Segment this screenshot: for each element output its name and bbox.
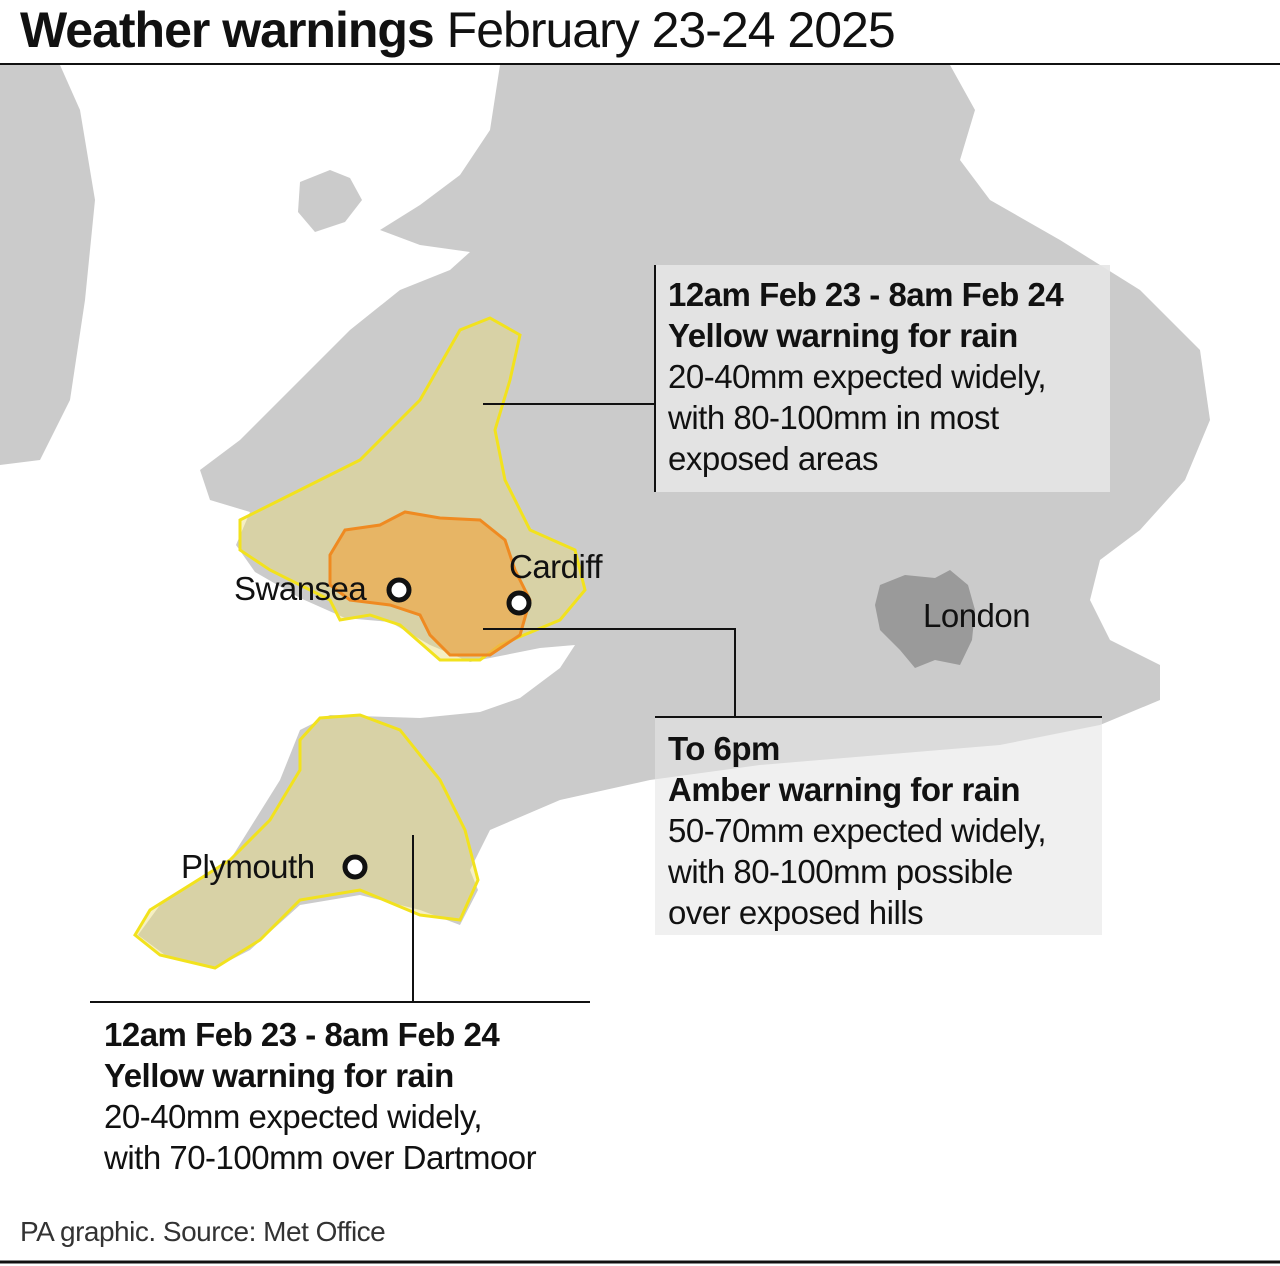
title-bold: Weather warnings [20,2,435,58]
warning-time: To 6pm [668,730,780,767]
warning-type: Amber warning for rain [668,771,1021,808]
warning-box-bg-1 [655,265,1110,492]
city-label-london: London [923,597,1031,634]
city-label-swansea: Swansea [234,570,367,607]
warning-label-wales-yellow: 12am Feb 23 - 8am Feb 24 Yellow warning … [668,274,1064,479]
warning-detail: with 80-100mm in most [668,399,999,436]
title-date: February 23-24 2025 [446,2,896,58]
page-title: Weather warnings February 23-24 2025 [20,0,896,60]
warning-detail: 20-40mm expected widely, [104,1098,483,1135]
plymouth-marker-icon [342,854,368,880]
city-label-cardiff: Cardiff [509,548,603,585]
warning-detail: 20-40mm expected widely, [668,358,1047,395]
warning-time: 12am Feb 23 - 8am Feb 24 [668,276,1064,313]
yellow-warning-area-southwest [133,713,480,970]
cardiff-marker-icon [506,590,532,616]
swansea-marker-icon [386,577,412,603]
warning-label-amber: To 6pm Amber warning for rain 50-70mm ex… [668,728,1047,933]
city-label-plymouth: Plymouth [181,848,315,885]
warning-detail: exposed areas [668,440,878,477]
warning-type: Yellow warning for rain [104,1057,454,1094]
leader-line-2 [483,628,736,717]
warning-detail: 50-70mm expected widely, [668,812,1047,849]
warning-detail: with 80-100mm possible [668,853,1013,890]
amber-warning-area [328,510,532,657]
anglesey-landmass [298,170,362,232]
london-area [875,570,975,668]
ireland-landmass [0,65,95,465]
source-credit: PA graphic. Source: Met Office [20,1216,386,1247]
warning-type: Yellow warning for rain [668,317,1018,354]
warning-detail: over exposed hills [668,894,924,931]
warning-time: 12am Feb 23 - 8am Feb 24 [104,1016,500,1053]
warning-label-southwest-yellow: 12am Feb 23 - 8am Feb 24 Yellow warning … [104,1014,537,1178]
warning-box-bg-2 [655,717,1102,935]
warning-detail: with 70-100mm over Dartmoor [104,1139,537,1176]
